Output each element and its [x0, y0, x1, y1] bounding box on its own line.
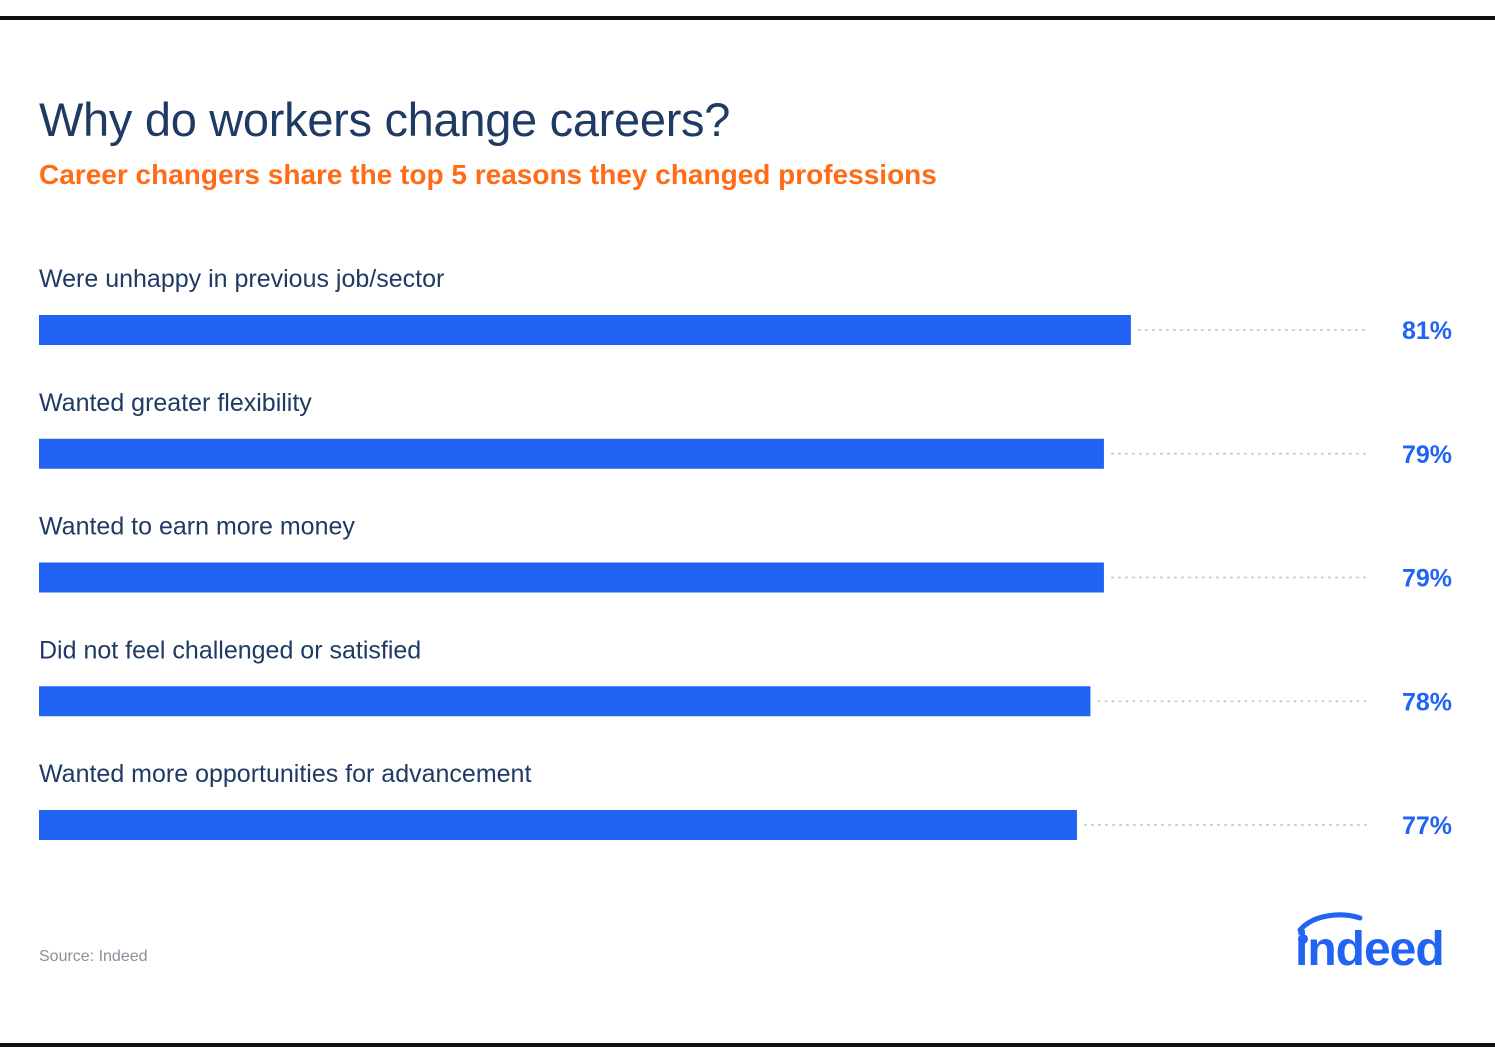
category-label: Wanted greater flexibility: [39, 389, 312, 417]
category-label: Wanted to earn more money: [39, 513, 355, 541]
chart-title: Why do workers change careers?: [39, 93, 731, 146]
logo-wordmark: indeed: [1295, 923, 1444, 976]
indeed-logo: indeed: [1295, 912, 1445, 976]
bar: [39, 562, 1104, 593]
category-label: Were unhappy in previous job/sector: [39, 265, 444, 293]
bar: [39, 315, 1131, 345]
value-label: 79%: [1402, 565, 1452, 593]
bar: [39, 438, 1104, 469]
value-label: 81%: [1402, 317, 1452, 345]
bar-chart: Were unhappy in previous job/sector 81% Wa…: [39, 265, 1452, 840]
value-label: 79%: [1402, 441, 1452, 469]
bar: [39, 810, 1077, 840]
bottom-rule: [0, 1043, 1495, 1047]
source-note: Source: Indeed: [39, 948, 148, 965]
value-label: 77%: [1402, 812, 1452, 840]
category-label: Wanted more opportunities for advancemen…: [39, 760, 531, 788]
bar: [39, 686, 1091, 717]
category-label: Did not feel challenged or satisfied: [39, 636, 421, 664]
top-rule: [0, 16, 1495, 20]
chart-subtitle: Career changers share the top 5 reasons …: [39, 159, 937, 190]
value-label: 78%: [1402, 688, 1452, 716]
